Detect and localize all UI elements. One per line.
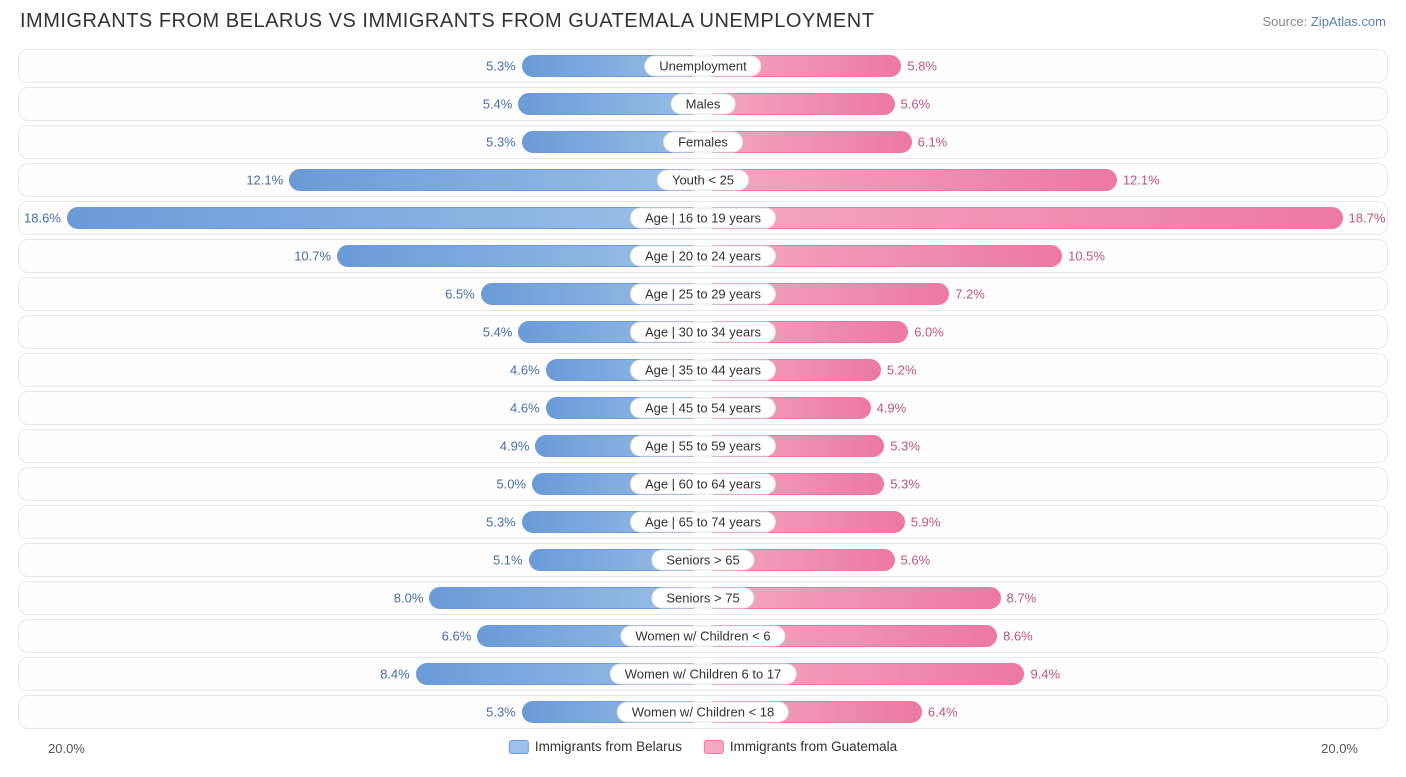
chart-row: 10.7% 10.5% Age | 20 to 24 years xyxy=(18,239,1388,273)
chart-title: IMMIGRANTS FROM BELARUS VS IMMIGRANTS FR… xyxy=(20,10,874,33)
value-right: 6.0% xyxy=(914,325,944,340)
chart-source: Source: ZipAtlas.com xyxy=(1262,14,1386,29)
value-left: 6.6% xyxy=(442,629,472,644)
category-label: Age | 55 to 59 years xyxy=(630,436,776,457)
chart-row: 5.0% 5.3% Age | 60 to 64 years xyxy=(18,467,1388,501)
value-left: 5.3% xyxy=(486,59,516,74)
category-label: Seniors > 65 xyxy=(651,550,754,571)
chart-row: 8.0% 8.7% Seniors > 75 xyxy=(18,581,1388,615)
value-left: 5.1% xyxy=(493,553,523,568)
value-left: 12.1% xyxy=(246,173,283,188)
chart-row: 5.3% 5.9% Age | 65 to 74 years xyxy=(18,505,1388,539)
category-label: Women w/ Children < 18 xyxy=(617,702,789,723)
chart-row: 12.1% 12.1% Youth < 25 xyxy=(18,163,1388,197)
chart-header: IMMIGRANTS FROM BELARUS VS IMMIGRANTS FR… xyxy=(0,0,1406,43)
value-right: 4.9% xyxy=(877,401,907,416)
category-label: Females xyxy=(663,132,743,153)
chart-row: 5.3% 6.1% Females xyxy=(18,125,1388,159)
category-label: Age | 65 to 74 years xyxy=(630,512,776,533)
value-right: 5.8% xyxy=(907,59,937,74)
value-left: 18.6% xyxy=(24,211,61,226)
value-right: 8.6% xyxy=(1003,629,1033,644)
category-label: Seniors > 75 xyxy=(651,588,754,609)
chart-row: 5.3% 5.8% Unemployment xyxy=(18,49,1388,83)
axis-max-left: 20.0% xyxy=(48,741,85,756)
value-right: 10.5% xyxy=(1068,249,1105,264)
value-right: 5.2% xyxy=(887,363,917,378)
value-left: 4.9% xyxy=(500,439,530,454)
legend-item-right: Immigrants from Guatemala xyxy=(704,739,897,754)
value-right: 6.1% xyxy=(918,135,948,150)
value-left: 4.6% xyxy=(510,401,540,416)
value-left: 5.0% xyxy=(496,477,526,492)
value-right: 8.7% xyxy=(1007,591,1037,606)
category-label: Age | 20 to 24 years xyxy=(630,246,776,267)
legend-item-left: Immigrants from Belarus xyxy=(509,739,682,754)
category-label: Age | 35 to 44 years xyxy=(630,360,776,381)
value-right: 5.9% xyxy=(911,515,941,530)
value-right: 7.2% xyxy=(955,287,985,302)
category-label: Males xyxy=(671,94,736,115)
chart-row: 6.6% 8.6% Women w/ Children < 6 xyxy=(18,619,1388,653)
source-link[interactable]: ZipAtlas.com xyxy=(1311,14,1386,29)
axis-max-right: 20.0% xyxy=(1321,741,1358,756)
chart-row: 4.6% 5.2% Age | 35 to 44 years xyxy=(18,353,1388,387)
chart-row: 4.6% 4.9% Age | 45 to 54 years xyxy=(18,391,1388,425)
bar-left xyxy=(67,207,703,229)
category-label: Youth < 25 xyxy=(657,170,749,191)
category-label: Unemployment xyxy=(644,56,761,77)
value-left: 8.0% xyxy=(394,591,424,606)
chart-row: 6.5% 7.2% Age | 25 to 29 years xyxy=(18,277,1388,311)
chart-row: 8.4% 9.4% Women w/ Children 6 to 17 xyxy=(18,657,1388,691)
value-right: 5.3% xyxy=(890,477,920,492)
chart-row: 18.6% 18.7% Age | 16 to 19 years xyxy=(18,201,1388,235)
legend: Immigrants from Belarus Immigrants from … xyxy=(509,739,897,754)
value-left: 8.4% xyxy=(380,667,410,682)
value-left: 5.4% xyxy=(483,325,513,340)
legend-swatch-right xyxy=(704,740,724,754)
category-label: Age | 60 to 64 years xyxy=(630,474,776,495)
chart-footer: 20.0% Immigrants from Belarus Immigrants… xyxy=(18,737,1388,767)
category-label: Women w/ Children 6 to 17 xyxy=(610,664,797,685)
chart-row: 5.1% 5.6% Seniors > 65 xyxy=(18,543,1388,577)
value-right: 12.1% xyxy=(1123,173,1160,188)
category-label: Women w/ Children < 6 xyxy=(620,626,785,647)
value-right: 5.3% xyxy=(890,439,920,454)
value-right: 5.6% xyxy=(901,97,931,112)
bar-left xyxy=(289,169,703,191)
bar-right xyxy=(703,207,1343,229)
legend-label-right: Immigrants from Guatemala xyxy=(730,739,897,754)
value-right: 5.6% xyxy=(901,553,931,568)
legend-swatch-left xyxy=(509,740,529,754)
value-left: 5.3% xyxy=(486,135,516,150)
value-left: 6.5% xyxy=(445,287,475,302)
category-label: Age | 30 to 34 years xyxy=(630,322,776,343)
value-right: 9.4% xyxy=(1030,667,1060,682)
chart-row: 5.3% 6.4% Women w/ Children < 18 xyxy=(18,695,1388,729)
category-label: Age | 45 to 54 years xyxy=(630,398,776,419)
bar-right xyxy=(703,169,1117,191)
category-label: Age | 25 to 29 years xyxy=(630,284,776,305)
value-left: 5.3% xyxy=(486,705,516,720)
value-right: 18.7% xyxy=(1349,211,1386,226)
chart-area: 5.3% 5.8% Unemployment 5.4% 5.6% Males 5.3% 6.1… xyxy=(0,43,1406,735)
chart-row: 4.9% 5.3% Age | 55 to 59 years xyxy=(18,429,1388,463)
value-right: 6.4% xyxy=(928,705,958,720)
value-left: 5.4% xyxy=(483,97,513,112)
source-prefix: Source: xyxy=(1262,14,1310,29)
value-left: 5.3% xyxy=(486,515,516,530)
legend-label-left: Immigrants from Belarus xyxy=(535,739,682,754)
value-left: 4.6% xyxy=(510,363,540,378)
value-left: 10.7% xyxy=(294,249,331,264)
category-label: Age | 16 to 19 years xyxy=(630,208,776,229)
chart-row: 5.4% 5.6% Males xyxy=(18,87,1388,121)
chart-row: 5.4% 6.0% Age | 30 to 34 years xyxy=(18,315,1388,349)
